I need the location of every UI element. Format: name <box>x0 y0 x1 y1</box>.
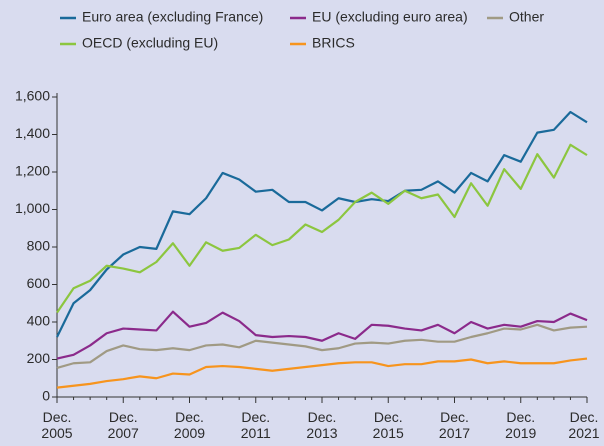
y-tick-label: 400 <box>27 313 51 329</box>
y-tick-label: 200 <box>27 350 51 366</box>
x-tick-label: Dec. 2007 <box>107 409 139 441</box>
y-tick-label: 1,200 <box>15 163 50 179</box>
x-tick-label: Dec. 2019 <box>505 409 537 441</box>
series-line <box>56 357 588 389</box>
legend-label: OECD (excluding EU) <box>82 35 218 51</box>
series-line <box>56 310 588 360</box>
x-tick-label: Dec. 2015 <box>372 409 404 441</box>
y-tick-label: 1,600 <box>15 88 50 104</box>
y-tick-label: 800 <box>27 238 51 254</box>
x-tick-label: Dec. 2013 <box>306 409 338 441</box>
legend-label: Other <box>509 9 544 25</box>
legend-label: BRICS <box>312 35 355 51</box>
y-tick-label: 600 <box>27 275 51 291</box>
legend-label: EU (excluding euro area) <box>312 9 468 25</box>
x-tick-label: Dec. 2009 <box>173 409 206 441</box>
series-line <box>56 110 588 338</box>
series-line <box>56 323 588 369</box>
x-tick-label: Dec. 2011 <box>240 409 271 441</box>
y-tick-label: 1,000 <box>15 200 50 216</box>
x-tick-label: Dec. 2017 <box>438 409 471 441</box>
x-tick-label: Dec. 2021 <box>568 409 600 441</box>
series-line <box>56 143 588 314</box>
y-tick-label: 1,400 <box>15 125 50 141</box>
y-tick-label: 0 <box>42 388 50 404</box>
x-tick-label: Dec. 2005 <box>41 409 73 441</box>
legend-label: Euro area (excluding France) <box>82 9 263 25</box>
